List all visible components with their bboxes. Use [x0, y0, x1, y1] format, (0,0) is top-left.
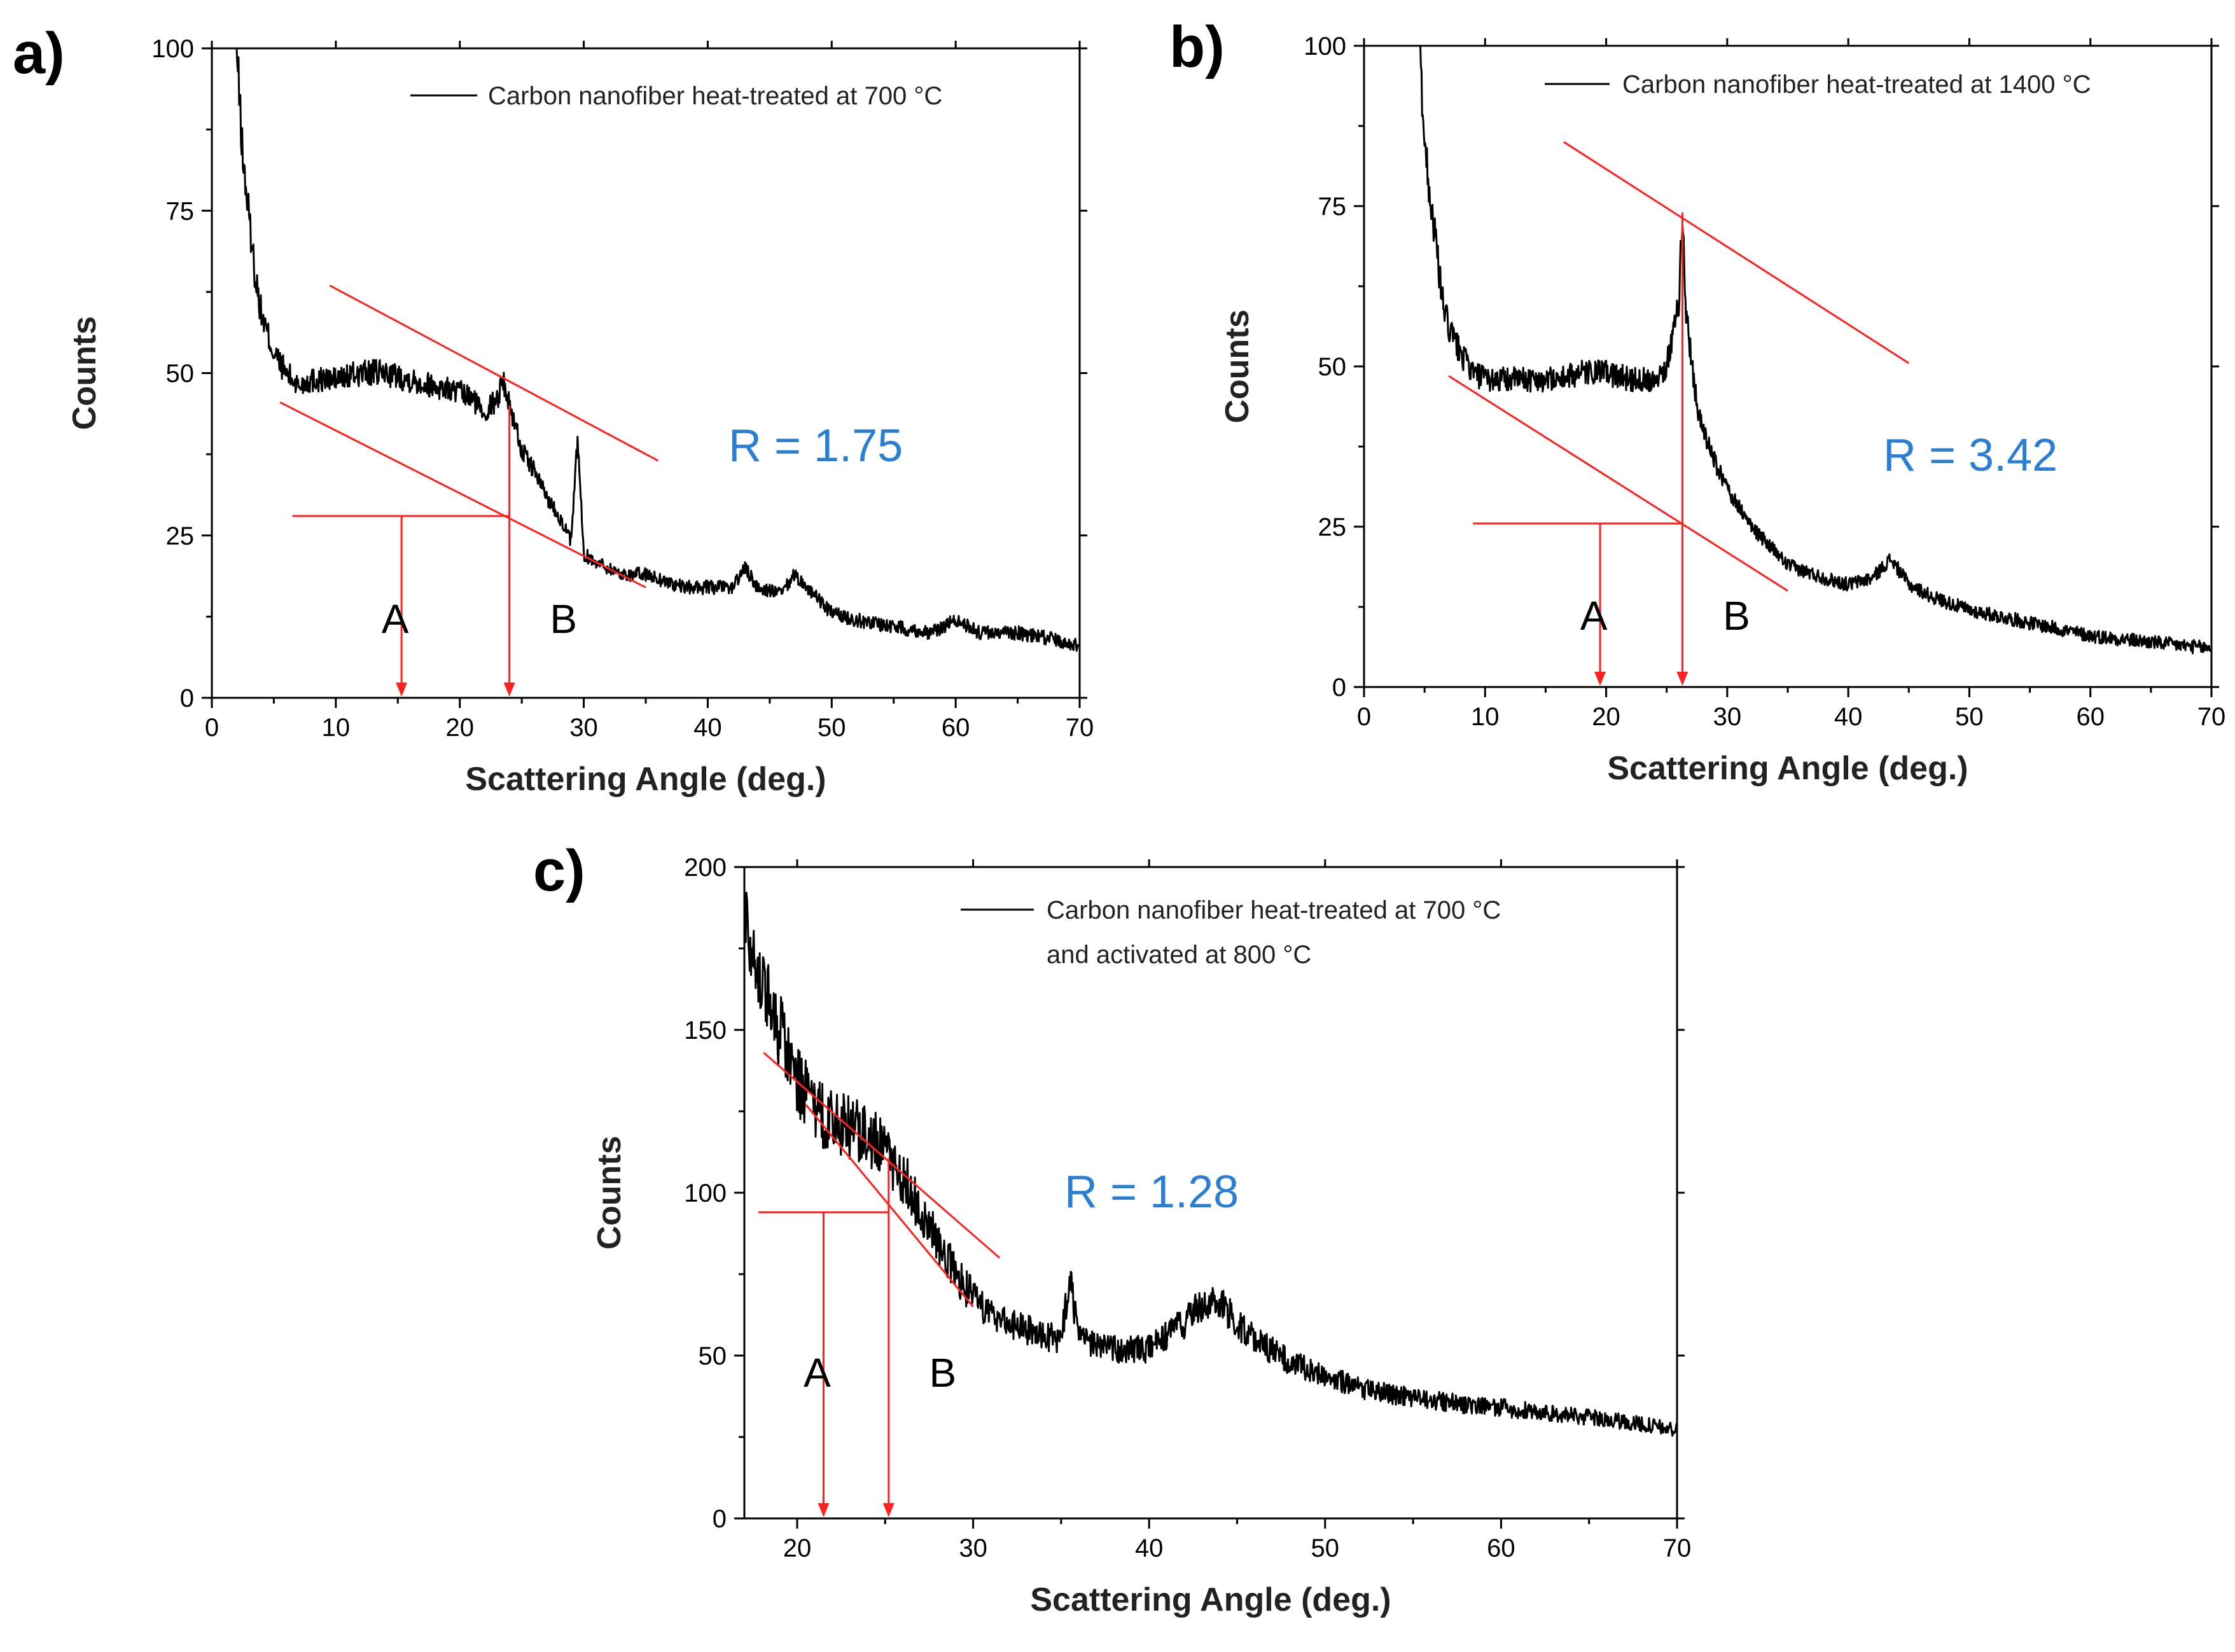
x-tick-label: 50	[818, 714, 846, 742]
chart-panel-a: a) 0 10 20 30 40 50 60 70 0 25 50 75 100 Scattering An…	[13, 21, 1094, 798]
x-tick-label: 50	[1955, 703, 1984, 731]
x-axis-title: Scattering Angle (deg.)	[465, 761, 826, 798]
y-tick-label: 50	[1318, 353, 1347, 381]
y-tick-label: 75	[166, 197, 195, 225]
marker-label-b: B	[929, 1350, 956, 1396]
x-tick-label: 60	[2076, 703, 2105, 731]
y-tick-label: 200	[684, 854, 727, 882]
y-tick-label: 100	[1304, 32, 1346, 60]
chart-panel-c: c) 20 30 40 50 60 70 0 50 100 150 200 Scattering Ang…	[533, 838, 1691, 1618]
x-tick-label: 40	[693, 714, 722, 742]
baseline-line	[1448, 375, 1788, 592]
x-tick-label: 10	[1471, 703, 1500, 731]
y-tick-label: 0	[180, 684, 194, 712]
y-tick-label: 75	[1318, 193, 1347, 221]
x-tick-label: 40	[1834, 703, 1863, 731]
panel-label-a: a)	[13, 21, 65, 86]
arrow-b-head	[1676, 672, 1688, 686]
arrow-b-head	[503, 683, 515, 697]
arrow-a-head	[396, 683, 408, 697]
x-tick-label: 50	[1311, 1534, 1340, 1562]
legend-entry: and activated at 800 °C	[1047, 941, 1311, 969]
x-axis-title: Scattering Angle (deg.)	[1607, 750, 1968, 787]
baseline-line	[279, 401, 646, 588]
series-line	[743, 891, 1678, 1437]
y-tick-label: 0	[1332, 674, 1346, 702]
x-tick-label: 20	[1592, 703, 1620, 731]
y-axis-title: Counts	[1219, 309, 1256, 423]
x-tick-label: 30	[569, 714, 598, 742]
arrow-b-head	[882, 1503, 895, 1517]
arrow-a-head	[1594, 672, 1606, 686]
x-tick-label: 30	[959, 1534, 987, 1562]
x-tick-label: 40	[1135, 1534, 1164, 1562]
ratio-label: R = 1.28	[1064, 1167, 1239, 1218]
x-tick-label: 0	[1357, 703, 1371, 731]
y-tick-label: 100	[151, 35, 194, 63]
panel-label-c: c)	[533, 838, 585, 903]
y-tick-label: 25	[1318, 513, 1347, 541]
x-tick-label: 20	[445, 714, 474, 742]
x-tick-label: 60	[942, 714, 970, 742]
y-axis-title: Counts	[66, 316, 103, 430]
legend-entry: Carbon nanofiber heat-treated at 700 °C	[488, 82, 942, 110]
marker-label-b: B	[1723, 593, 1750, 639]
ratio-label: R = 1.75	[728, 420, 903, 471]
marker-label-a: A	[804, 1350, 831, 1396]
chart-panel-b: b) 0 10 20 30 40 50 60 70 0 25 50 75 100 Scattering An…	[1169, 15, 2225, 787]
x-tick-label: 70	[2197, 703, 2226, 731]
y-tick-label: 100	[684, 1179, 727, 1207]
ratio-label: R = 3.42	[1883, 430, 2057, 481]
legend-entry: Carbon nanofiber heat-treated at 700 °C	[1047, 896, 1501, 924]
series-line	[235, 48, 1080, 652]
peak-tangent-line	[763, 1052, 1001, 1259]
marker-label-a: A	[382, 596, 409, 642]
y-axis-title: Counts	[591, 1135, 628, 1249]
arrow-a-head	[818, 1503, 830, 1517]
x-axis-title: Scattering Angle (deg.)	[1030, 1581, 1391, 1618]
x-tick-label: 70	[1066, 714, 1094, 742]
panel-label-b: b)	[1169, 15, 1225, 80]
x-tick-label: 60	[1487, 1534, 1515, 1562]
marker-label-b: B	[550, 596, 577, 642]
x-tick-label: 20	[783, 1534, 812, 1562]
y-tick-label: 50	[699, 1342, 727, 1370]
marker-label-a: A	[1580, 593, 1608, 639]
series-line	[1419, 45, 2213, 655]
x-tick-label: 0	[205, 714, 219, 742]
y-tick-label: 25	[166, 522, 195, 550]
x-tick-label: 30	[1713, 703, 1742, 731]
x-tick-label: 10	[322, 714, 351, 742]
legend-entry: Carbon nanofiber heat-treated at 1400 °C	[1622, 71, 2091, 99]
y-tick-label: 50	[166, 360, 195, 388]
peak-tangent-line	[329, 284, 659, 462]
y-tick-label: 0	[713, 1505, 727, 1533]
y-tick-label: 150	[684, 1017, 727, 1045]
x-tick-label: 70	[1663, 1534, 1692, 1562]
peak-tangent-line	[1563, 141, 1910, 364]
